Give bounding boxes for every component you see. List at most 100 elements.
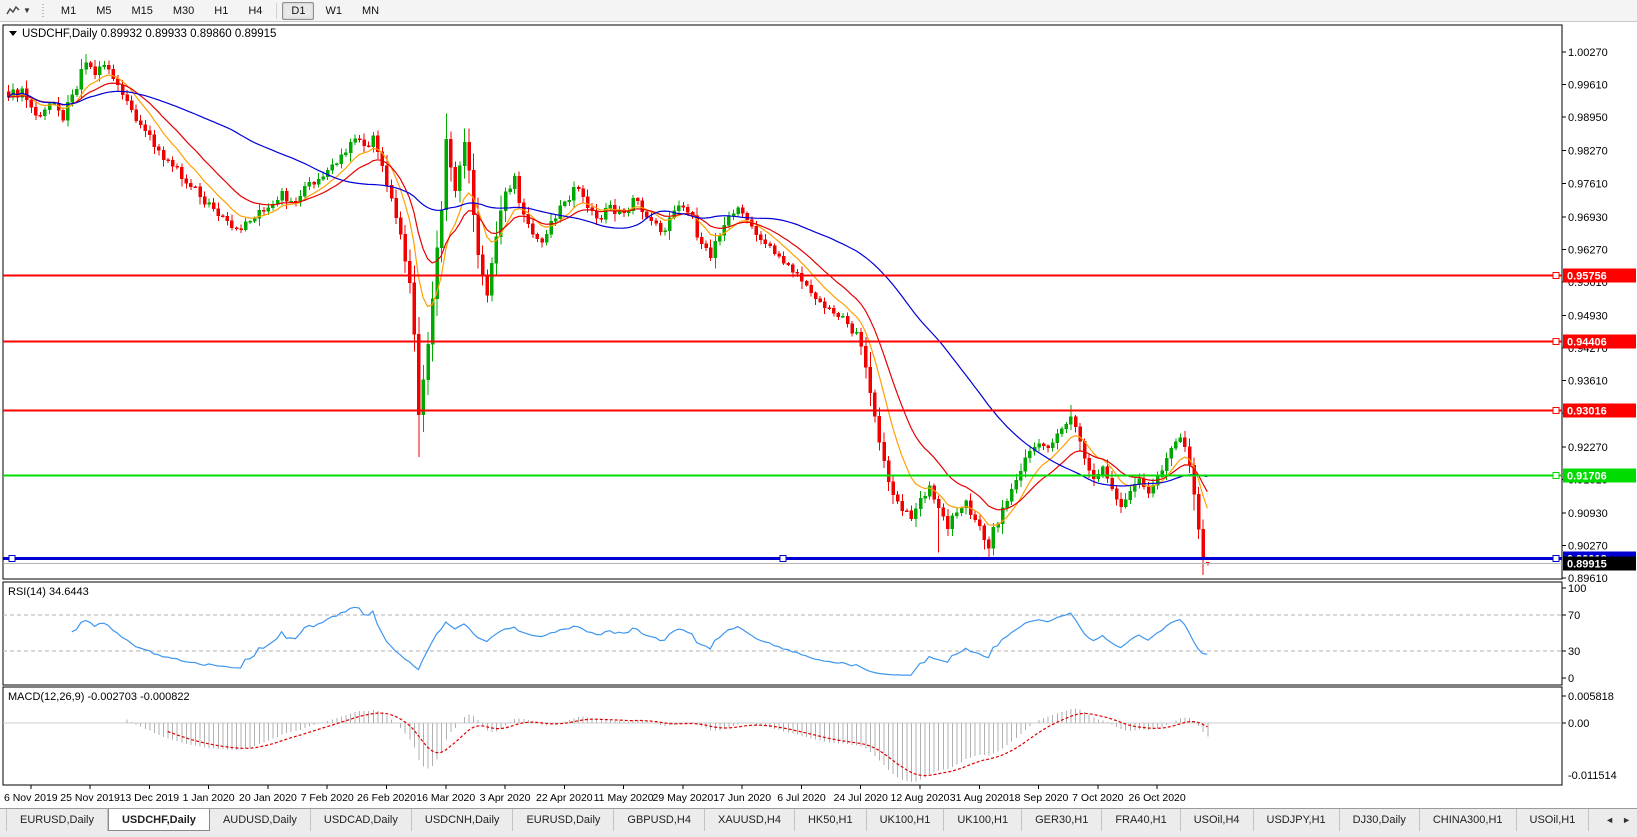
candle-body (599, 217, 604, 220)
date-tick-label: 24 Jul 2020 (834, 792, 888, 804)
candle-body (754, 226, 759, 235)
timeframe-button-h4[interactable]: H4 (248, 4, 263, 17)
timeframe-button-m15[interactable]: M15 (131, 4, 153, 17)
tab-china300-h1[interactable]: CHINA300,H1 (1420, 809, 1517, 831)
candle-body (1046, 445, 1050, 448)
hline-handle[interactable] (8, 555, 16, 562)
timeframe-button-w1[interactable]: W1 (325, 4, 342, 17)
tab-audusd-daily[interactable]: AUDUSD,Daily (210, 809, 311, 831)
timeframe-button-m1[interactable]: M1 (60, 4, 77, 17)
candle-body (380, 151, 385, 167)
tab-uk100-h1[interactable]: UK100,H1 (867, 809, 945, 831)
candle-body (936, 498, 941, 509)
rsi-panel[interactable] (2, 581, 1563, 686)
timeframe-button-d1[interactable]: D1 (282, 1, 315, 20)
tab-usdchf-daily[interactable]: USDCHF,Daily (107, 809, 210, 831)
candle-body (941, 507, 946, 517)
candle-body (526, 213, 531, 224)
candle-body (677, 205, 681, 211)
tab-eurusd-daily[interactable]: EURUSD,Daily (513, 809, 615, 831)
candle-body (257, 209, 262, 219)
date-tick-label: 13 Dec 2019 (120, 792, 180, 804)
hline-handle[interactable] (1552, 272, 1560, 279)
candle-body (645, 211, 649, 218)
candle-body (330, 164, 335, 171)
rsi-tick-label: 0 (1568, 673, 1574, 685)
candle-body (727, 215, 731, 226)
candle-body (494, 236, 499, 264)
candle-body (549, 221, 553, 235)
chart-area[interactable]: 1.00270 0.99610 0.98950 0.98270 0.97610 0.969… (0, 22, 1637, 808)
candle-body (604, 207, 608, 220)
date-axis[interactable]: 6 Nov 2019 25 Nov 2019 13 Dec 2019 1 Jan 20… (4, 785, 1186, 804)
tab-fra40-h1[interactable]: FRA40,H1 (1102, 809, 1181, 831)
tab-hk50-h1[interactable]: HK50,H1 (795, 809, 867, 831)
candle-body (1123, 499, 1128, 507)
timeframe-button-h1[interactable]: H1 (214, 4, 229, 17)
chart-tools-button[interactable]: ▼ (2, 4, 35, 18)
price-tick-label: 0.97610 (1568, 178, 1608, 190)
tab-eurusd-daily[interactable]: EURUSD,Daily (6, 809, 108, 831)
candle-body (43, 109, 47, 117)
tab-uk100-h1[interactable]: UK100,H1 (944, 809, 1023, 831)
tab-dj30-daily[interactable]: DJ30,Daily (1340, 809, 1420, 831)
candle-body (1101, 466, 1105, 475)
tab-gbpusd-h4[interactable]: GBPUSD,H4 (614, 809, 705, 831)
candle-body (886, 460, 891, 482)
macd-panel[interactable] (2, 686, 1563, 786)
candle-body (1155, 476, 1160, 486)
hline-handle[interactable] (1552, 472, 1560, 479)
tab-usdcnh-daily[interactable]: USDCNH,Daily (412, 809, 514, 831)
price-tag-label: 0.93016 (1567, 406, 1607, 418)
slow-ma-line (7, 90, 1208, 487)
candle-body (335, 163, 339, 165)
candle-body (959, 507, 964, 513)
fast-ma-line (7, 74, 1208, 526)
candle-body (471, 169, 476, 215)
candle-body (1087, 457, 1091, 471)
tab-ger30-h1[interactable]: GER30,H1 (1022, 809, 1103, 831)
candle-body (230, 220, 234, 229)
candle-body (713, 240, 718, 258)
candle-body (398, 217, 403, 235)
chart-svg[interactable]: 1.00270 0.99610 0.98950 0.98270 0.97610 0.969… (0, 22, 1637, 808)
candle-body (421, 379, 426, 416)
candle-body (152, 134, 157, 148)
timeframe-button-mn[interactable]: MN (361, 4, 380, 17)
tab-usdjpy-h1[interactable]: USDJPY,H1 (1254, 809, 1340, 831)
tab-usoil-h1[interactable]: USOil,H1 (1517, 809, 1590, 831)
candle-body (572, 187, 576, 201)
tab-scroll-right-icon[interactable]: ► (1622, 815, 1631, 825)
price-tag (1563, 334, 1636, 349)
candle-body (161, 150, 166, 160)
main-price-panel[interactable] (2, 24, 1563, 580)
date-tick-label: 29 May 2020 (653, 792, 714, 804)
candle-body (581, 188, 585, 198)
tab-xauusd-h4[interactable]: XAUUSD,H4 (705, 809, 795, 831)
candle-body (485, 274, 490, 296)
candle-body (198, 186, 202, 197)
timeframe-button-m5[interactable]: M5 (96, 4, 112, 17)
timeframe-button-m30[interactable]: M30 (172, 4, 195, 17)
candle-body (467, 142, 471, 171)
hline-handle[interactable] (1552, 338, 1560, 345)
candle-body (1028, 450, 1032, 458)
candle-body (38, 115, 43, 117)
candle-body (316, 178, 321, 185)
hline-handle[interactable] (779, 555, 787, 562)
tab-usdcad-daily[interactable]: USDCAD,Daily (311, 809, 412, 831)
candle-body (170, 160, 175, 167)
hline-handle[interactable] (1552, 555, 1560, 562)
hline-handle[interactable] (1552, 407, 1560, 414)
candle-body (376, 135, 380, 153)
toolbar-grip[interactable] (40, 3, 46, 18)
date-tick-label: 18 Sep 2020 (1009, 792, 1069, 804)
candle-body (736, 207, 740, 215)
candle-body (927, 485, 932, 497)
price-tick-label: 0.96930 (1568, 212, 1608, 224)
tab-scroll-left-icon[interactable]: ◄ (1605, 815, 1615, 825)
date-tick-label: 11 May 2020 (594, 792, 654, 804)
collapse-triangle-icon[interactable] (9, 31, 17, 36)
tab-usoil-h4[interactable]: USOil,H4 (1181, 809, 1254, 831)
